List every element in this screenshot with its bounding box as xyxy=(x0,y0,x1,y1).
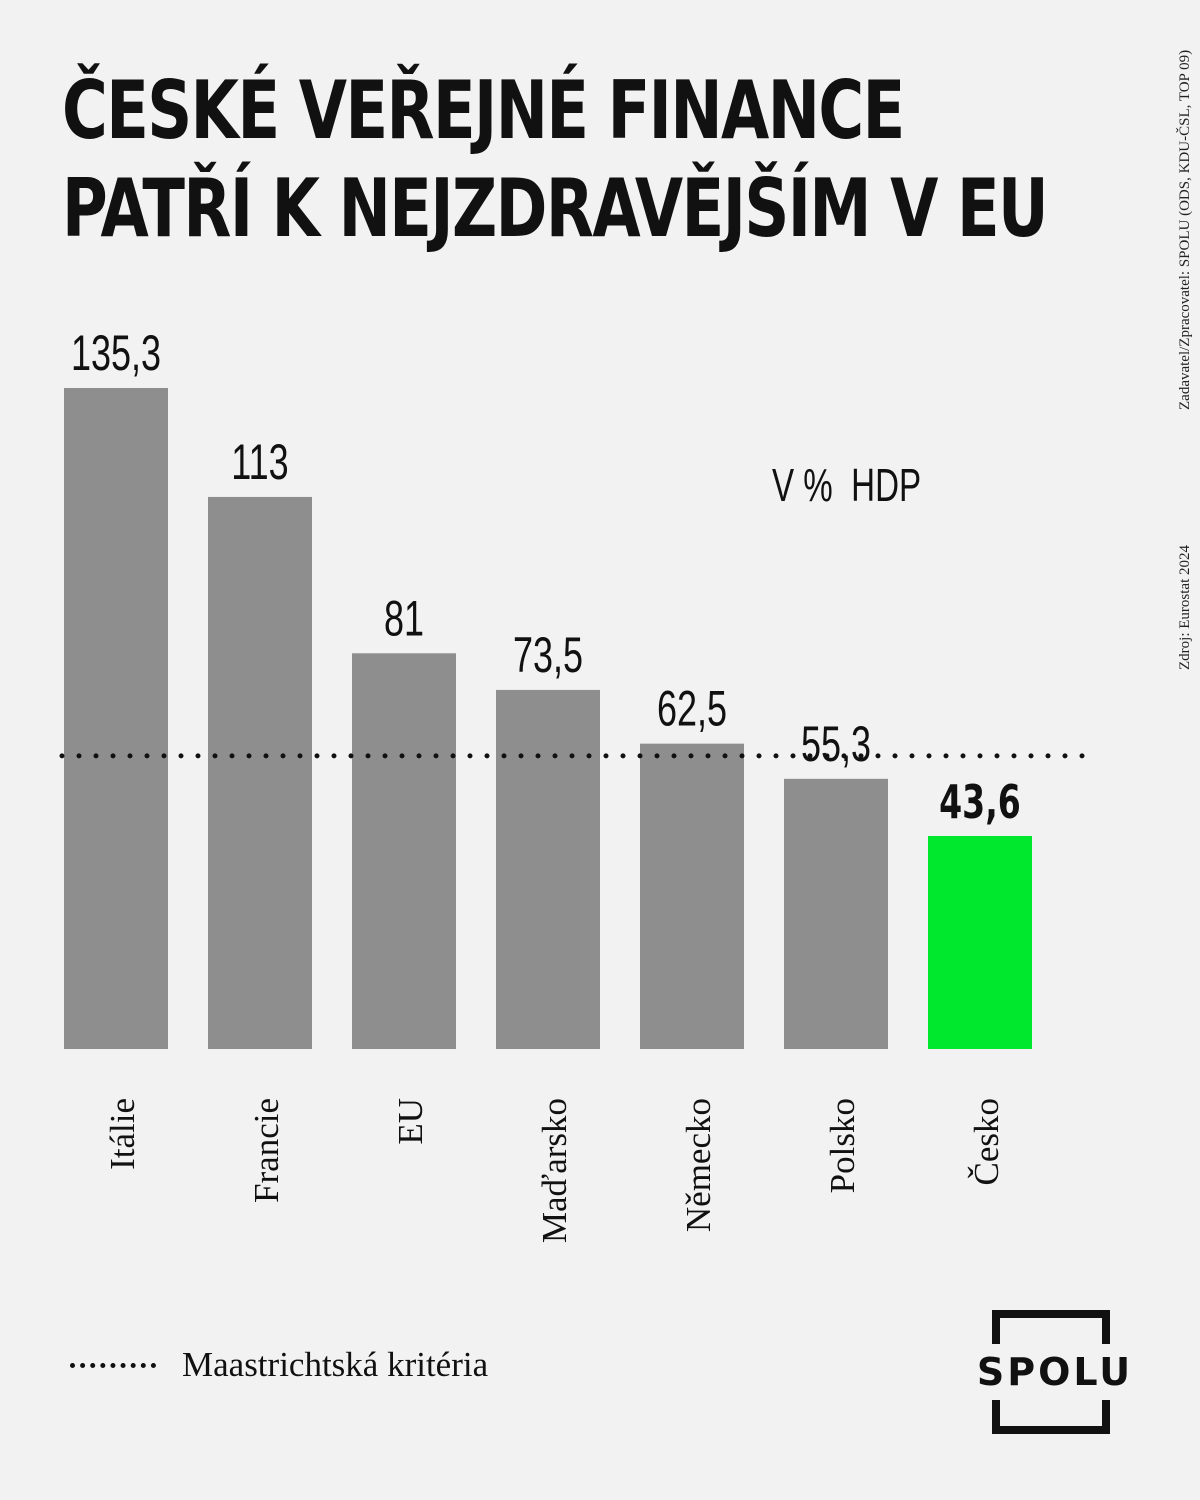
legend: Maastrichtská kritéria xyxy=(70,1340,488,1390)
legend-dotted-line xyxy=(70,1362,156,1368)
category-label-2: Francie xyxy=(247,1098,286,1203)
category-label-5: Německo xyxy=(679,1098,718,1232)
data-label-3: 81 xyxy=(384,592,424,647)
logo-frame-top xyxy=(992,1310,1110,1344)
title-line-2: PATŘÍ K NEJZDRAVĚJŠÍM V EU xyxy=(62,162,1049,255)
category-label-6: Polsko xyxy=(823,1098,862,1193)
category-label-7: Česko xyxy=(966,1098,1006,1186)
logo-text: SPOLU xyxy=(976,1350,1134,1394)
chart-title: ČESKÉ VEŘEJNÉ FINANCE PATŘÍ K NEJZDRAVĚJ… xyxy=(62,62,1049,258)
category-label-1: Itálie xyxy=(103,1098,142,1170)
bar-4 xyxy=(496,689,600,1049)
data-label-2: 113 xyxy=(231,435,288,490)
data-label-4: 73,5 xyxy=(513,628,583,683)
bar-5 xyxy=(640,743,744,1049)
bar-2 xyxy=(208,496,312,1049)
bar-7 xyxy=(928,835,1032,1049)
category-label-4: Maďarsko xyxy=(535,1098,574,1243)
data-label-1: 135,3 xyxy=(71,326,161,381)
unit-label: V % HDP xyxy=(772,459,922,511)
data-label-6: 55,3 xyxy=(801,717,871,772)
data-label-5: 62,5 xyxy=(657,682,727,737)
legend-label: Maastrichtská kritéria xyxy=(182,1345,489,1384)
data-label-7: 43,6 xyxy=(939,777,1021,830)
title-line-1: ČESKÉ VEŘEJNÉ FINANCE xyxy=(62,64,905,157)
bar-6 xyxy=(784,778,888,1049)
logo-frame-bottom xyxy=(992,1400,1110,1434)
category-label-3: EU xyxy=(391,1098,430,1145)
bar-3 xyxy=(352,653,456,1049)
bar-1 xyxy=(64,388,168,1049)
spolu-logo: SPOLU xyxy=(972,1310,1138,1434)
